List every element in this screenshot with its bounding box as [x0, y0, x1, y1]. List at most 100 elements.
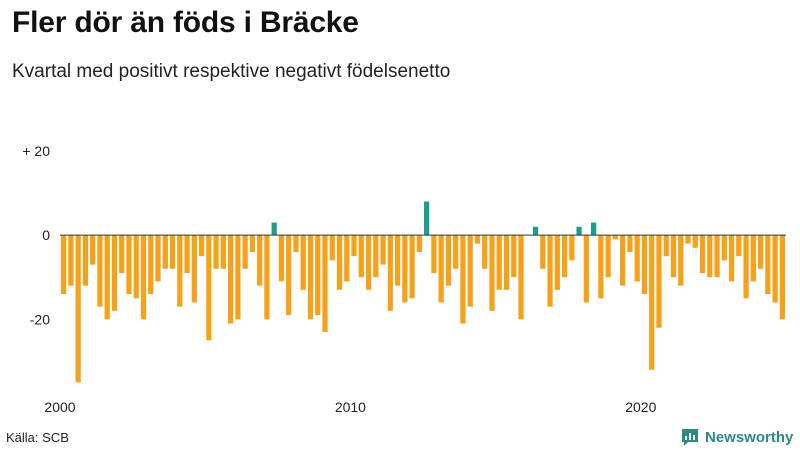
bar-negative	[503, 235, 510, 290]
chart-subtitle: Kvartal med positivt respektive negativt…	[12, 61, 451, 82]
bar-negative	[329, 235, 335, 261]
y-axis: + 20 0 -20	[22, 143, 50, 327]
bar-negative	[315, 235, 321, 316]
bar-negative	[68, 235, 74, 286]
bar-negative	[743, 235, 749, 299]
bar-negative	[242, 235, 248, 269]
bar-negative	[61, 235, 67, 295]
bar-negative	[453, 235, 459, 269]
y-tick-label: -20	[30, 311, 50, 327]
bar-negative	[445, 235, 452, 286]
bar-negative	[540, 235, 546, 269]
bar-negative	[750, 235, 756, 282]
bar-negative	[561, 235, 568, 278]
x-tick-label: 2010	[335, 399, 366, 415]
bar-negative	[111, 235, 118, 311]
bar-negative	[365, 235, 372, 290]
bar-negative	[656, 235, 662, 328]
bar-negative	[663, 235, 669, 257]
bar-negative	[402, 235, 408, 303]
brand-name: Newsworthy	[705, 428, 794, 446]
bar-negative	[264, 235, 270, 320]
bar-negative	[300, 235, 306, 290]
bar-negative	[431, 235, 437, 274]
bar-negative	[721, 235, 727, 261]
y-tick-label: + 20	[22, 143, 50, 159]
x-axis: 2000 2010 2020	[44, 399, 656, 415]
bar-negative	[394, 235, 401, 286]
y-tick-label: 0	[42, 227, 50, 243]
bar-negative	[133, 235, 139, 299]
bar-negative	[257, 235, 263, 286]
bar-negative	[82, 235, 89, 286]
bar-negative	[765, 235, 771, 295]
bar-positive	[424, 201, 430, 236]
x-tick-label: 2020	[625, 399, 656, 415]
bar-negative	[598, 235, 604, 299]
bar-negative	[641, 235, 648, 295]
bar-negative	[351, 235, 357, 257]
bar-negative	[373, 235, 379, 278]
bar-positive	[271, 222, 277, 236]
bar-negative	[714, 235, 720, 278]
bars	[61, 201, 785, 383]
bar-positive	[576, 226, 582, 236]
bar-negative	[612, 235, 619, 240]
bar-negative	[467, 235, 473, 307]
bar-negative	[678, 235, 684, 286]
bar-negative	[649, 235, 655, 370]
bar-negative	[155, 235, 161, 282]
bar-negative	[757, 235, 764, 269]
bar-negative	[547, 235, 553, 307]
brand-logo[interactable]: Newsworthy	[680, 427, 793, 447]
bar-negative	[380, 235, 386, 265]
bar-negative	[286, 235, 292, 316]
bar-negative	[169, 235, 176, 269]
bar-negative	[707, 235, 713, 278]
bar-negative	[692, 235, 698, 248]
bar-negative	[198, 235, 205, 257]
bar-negative	[191, 235, 197, 303]
bar-negative	[728, 235, 735, 282]
bar-negative	[184, 235, 190, 274]
bar-negative	[235, 235, 241, 320]
bar-negative	[90, 235, 96, 265]
bar-negative	[126, 235, 132, 295]
bar-negative	[228, 235, 234, 324]
bar-negative	[416, 235, 422, 252]
bar-negative	[460, 235, 466, 324]
bar-negative	[293, 235, 299, 252]
bar-negative	[569, 235, 575, 261]
bar-negative	[511, 235, 517, 278]
bar-negative	[278, 235, 285, 282]
bar-negative	[409, 235, 415, 299]
bar-negative	[75, 235, 81, 383]
bar-negative	[474, 235, 481, 244]
chart-title: Fler dör än föds i Bräcke	[12, 6, 359, 39]
bar-negative	[336, 235, 343, 290]
bar-negative	[627, 235, 633, 252]
bar-negative	[97, 235, 103, 307]
bar-negative	[119, 235, 125, 274]
bar-negative	[620, 235, 626, 286]
bar-negative	[605, 235, 611, 278]
bar-negative	[104, 235, 110, 320]
bar-negative	[496, 235, 502, 290]
bar-negative	[213, 235, 219, 269]
bar-negative	[670, 235, 677, 278]
bar-negative	[162, 235, 168, 269]
bar-positive	[532, 226, 539, 236]
bar-negative	[322, 235, 328, 332]
bar-negative	[249, 235, 256, 252]
bar-negative	[583, 235, 589, 303]
bar-negative	[344, 235, 350, 282]
bar-negative	[736, 235, 742, 257]
source-note: Källa: SCB	[6, 430, 69, 445]
bar-negative	[358, 235, 364, 278]
bar-negative	[177, 235, 183, 307]
bar-negative	[307, 235, 314, 320]
bar-negative	[148, 235, 154, 295]
bar-negative	[685, 235, 691, 244]
bar-negative	[220, 235, 226, 269]
